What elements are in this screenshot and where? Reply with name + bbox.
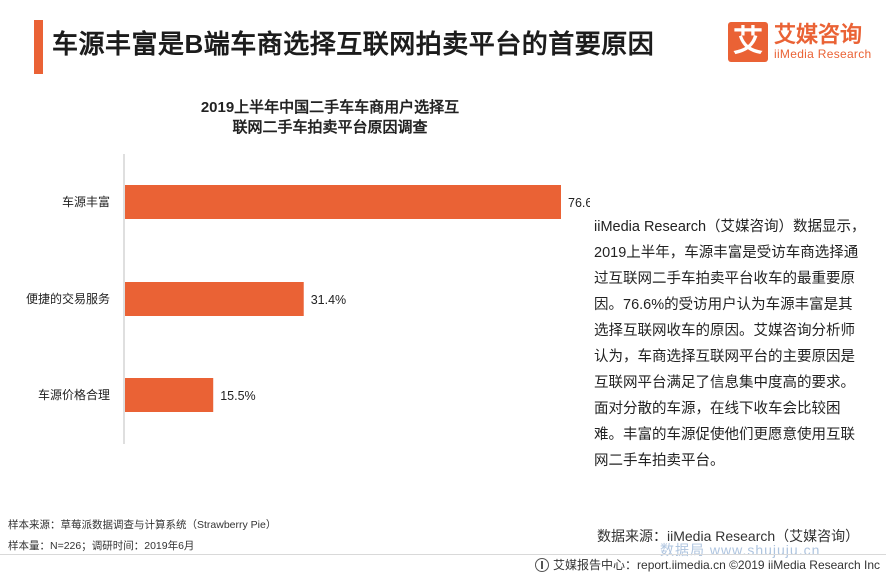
analysis-description: iiMedia Research（艾媒咨询）数据显示， 2019上半年，车源丰富…: [594, 219, 866, 469]
sample-source-note: 样本来源：草莓派数据调查与计算系统（Strawberry Pie）: [8, 519, 277, 531]
category-label-1: 车源丰富: [62, 194, 110, 209]
value-label-2: 31.4%: [311, 293, 346, 307]
brand-logo-group: 艾 艾媒咨询 iiMedia Research: [728, 22, 872, 62]
title-accent-bar: [34, 20, 43, 74]
category-label-2: 便捷的交易服务: [26, 291, 110, 306]
sample-size-note: 样本量：N=226；调研时间：2019年6月: [8, 540, 195, 552]
value-label-1: 76.6%: [568, 196, 590, 210]
chart-title-line-2: 联网二手车拍卖平台原因调查: [232, 119, 428, 136]
footer-divider: [0, 554, 886, 555]
footer-report-center: 艾媒报告中心：report.iimedia.cn ©2019 iiMedia R…: [553, 558, 880, 572]
data-source-note: 数据来源：iiMedia Research（艾媒咨询）: [597, 528, 860, 544]
report-center-icon: [535, 557, 550, 572]
bar-1: [125, 185, 561, 219]
value-label-3: 15.5%: [220, 389, 255, 403]
brand-text: 艾媒咨询 iiMedia Research: [774, 22, 872, 62]
brand-name-en: iiMedia Research: [774, 47, 872, 61]
category-label-3: 车源价格合理: [38, 387, 110, 402]
page-title: 车源丰富是B端车商选择互联网拍卖平台的首要原因: [52, 29, 655, 59]
footer: 艾媒报告中心：report.iimedia.cn ©2019 iiMedia R…: [535, 556, 880, 573]
brand-name-cn: 艾媒咨询: [774, 22, 863, 47]
bar-3: [125, 378, 214, 412]
bar-2: [125, 282, 304, 316]
chart-title-line-1: 2019上半年中国二手车车商用户选择互: [200, 99, 460, 116]
chart-title: 2019上半年中国二手车车商用户选择互 联网二手车拍卖平台原因调查: [170, 98, 490, 138]
brand-logo-icon: 艾: [728, 22, 768, 62]
bar-chart: 车源丰富 76.6% 便捷的交易服务 31.4% 车源价格合理 15.5%: [26, 154, 590, 444]
